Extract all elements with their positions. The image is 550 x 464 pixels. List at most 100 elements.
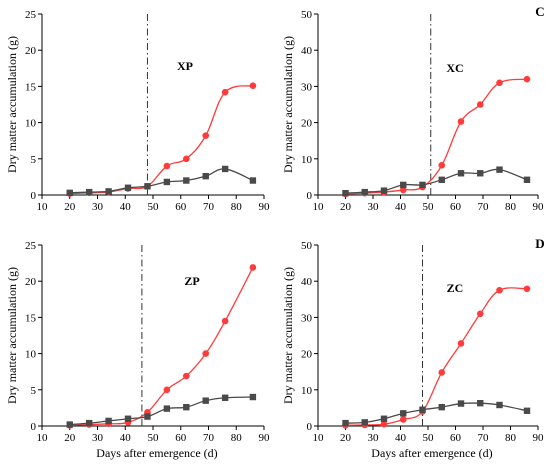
- x-tick-label: 90: [259, 201, 271, 213]
- y-tick-label: 20: [25, 276, 37, 288]
- y-tick-label: 15: [25, 81, 37, 93]
- x-axis-label: Days after emergence (d): [371, 446, 492, 460]
- x-tick-label: 30: [368, 432, 380, 444]
- x-tick-label: 50: [423, 201, 435, 213]
- x-axis-label: Days after emergence (d): [96, 446, 217, 460]
- series-line-square: [345, 402, 528, 424]
- x-tick-label: 90: [259, 432, 271, 444]
- data-point-circle: [457, 118, 465, 125]
- x-tick-label: 20: [64, 201, 76, 213]
- data-point-circle: [476, 101, 484, 108]
- x-tick-label: 10: [313, 432, 325, 444]
- y-tick-label: 30: [301, 312, 313, 324]
- x-tick-label: 70: [478, 432, 490, 444]
- x-tick-label: 20: [340, 432, 352, 444]
- series-line-circle: [69, 267, 254, 426]
- x-tick-label: 30: [368, 201, 380, 213]
- panel-title: XP: [177, 59, 193, 73]
- data-point-square: [85, 419, 93, 427]
- y-tick-label: 30: [301, 81, 313, 93]
- y-tick-label: 50: [301, 9, 313, 21]
- data-point-circle: [163, 386, 171, 394]
- series-line-square: [69, 396, 253, 426]
- x-tick-label: 90: [533, 432, 545, 444]
- data-point-square: [342, 189, 349, 197]
- y-tick-label: 20: [25, 45, 37, 57]
- series-line-circle: [345, 287, 528, 426]
- data-point-circle: [399, 416, 407, 423]
- x-tick-label: 50: [148, 432, 160, 444]
- data-point-square: [457, 170, 465, 177]
- y-tick-label: 5: [31, 154, 37, 166]
- panel-zp: 10 20 30 40 50 60 70 80 90 0 5 10 15 20 25 Dry matter a…: [5, 240, 270, 460]
- data-point-circle: [249, 82, 257, 89]
- data-point-circle: [496, 79, 503, 87]
- x-tick-label: 20: [64, 432, 76, 444]
- y-tick-label: 20: [301, 118, 313, 130]
- data-point-circle: [221, 317, 229, 325]
- series-line-circle: [345, 78, 528, 195]
- y-tick-label: 0: [307, 421, 313, 433]
- y-tick-label: 0: [307, 190, 313, 202]
- x-tick-label: 40: [120, 432, 132, 444]
- data-point-square: [66, 421, 73, 428]
- data-point-square: [202, 397, 209, 404]
- data-point-square: [66, 189, 73, 197]
- x-tick-label: 50: [148, 201, 160, 213]
- y-axis-label: Dry matter accumulation (g): [281, 36, 295, 173]
- data-point-square: [496, 166, 503, 173]
- data-point-square: [105, 188, 112, 195]
- x-tick-label: 80: [231, 201, 243, 213]
- data-point-square: [249, 393, 257, 401]
- y-tick-label: 10: [25, 349, 37, 361]
- data-point-circle: [249, 264, 257, 271]
- x-tick-label: 90: [533, 201, 545, 213]
- data-point-square: [419, 406, 426, 413]
- series-line-square: [69, 168, 254, 194]
- data-point-square: [361, 419, 368, 426]
- data-point-square: [380, 415, 388, 422]
- x-tick-label: 10: [37, 201, 49, 213]
- y-tick-label: 5: [31, 385, 37, 397]
- x-tick-label: 10: [313, 201, 325, 213]
- data-point-circle: [221, 88, 229, 96]
- data-point-circle: [202, 132, 210, 139]
- x-tick-label: 70: [478, 201, 490, 213]
- data-point-square: [124, 184, 132, 191]
- data-point-circle: [496, 286, 503, 294]
- x-tick-label: 80: [505, 432, 517, 444]
- data-point-square: [183, 403, 190, 411]
- y-tick-label: 20: [301, 349, 313, 361]
- x-tick-label: 70: [203, 432, 215, 444]
- data-point-circle: [438, 369, 446, 376]
- series-line-square: [345, 168, 528, 194]
- data-point-square: [85, 188, 93, 196]
- panel-xp: 10 20 30 40 50 60 70 80 90 0 5 10 15 20 25 Dry matter a…: [5, 9, 270, 213]
- data-point-square: [124, 415, 132, 422]
- x-tick-label: 60: [175, 432, 187, 444]
- data-point-circle: [457, 340, 465, 347]
- data-point-circle: [438, 162, 446, 169]
- data-point-square: [249, 177, 257, 184]
- panel-title: ZP: [184, 274, 199, 288]
- data-point-circle: [380, 420, 388, 428]
- x-tick-label: 20: [340, 201, 352, 213]
- x-tick-label: 50: [423, 432, 435, 444]
- data-point-square: [202, 172, 209, 180]
- data-point-square: [523, 407, 531, 414]
- data-point-square: [477, 170, 484, 177]
- x-tick-label: 60: [450, 432, 462, 444]
- data-point-square: [419, 181, 426, 189]
- data-point-square: [221, 394, 229, 401]
- data-point-circle: [202, 350, 210, 357]
- data-point-square: [163, 178, 171, 186]
- panel-corner-label: D: [535, 236, 544, 251]
- data-point-square: [183, 177, 190, 184]
- y-tick-label: 0: [31, 421, 37, 433]
- series-line-circle: [69, 85, 254, 195]
- data-point-square: [144, 183, 151, 190]
- data-point-circle: [523, 285, 531, 293]
- data-point-circle: [183, 372, 190, 380]
